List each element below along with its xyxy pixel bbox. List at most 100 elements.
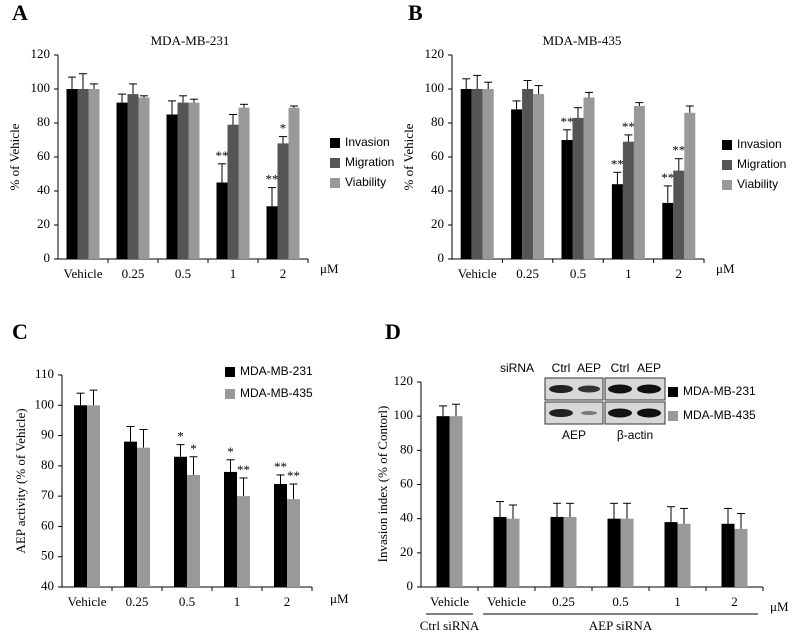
legend-swatch — [668, 411, 678, 421]
x-unit: μM — [770, 599, 789, 614]
chart-title: MDA-MB-231 — [151, 33, 230, 48]
legend-swatch — [330, 138, 340, 148]
y-tick-label: 80 — [400, 441, 413, 456]
y-tick-label: 100 — [35, 396, 55, 411]
y-tick-label: 0 — [407, 578, 414, 593]
legend-swatch — [330, 158, 340, 168]
x-tick-label: 0.5 — [612, 594, 628, 609]
panel-letter: A — [12, 0, 28, 25]
x-tick-label: 0.25 — [126, 594, 149, 609]
blot-label: AEP — [562, 428, 586, 442]
bar — [137, 447, 150, 587]
bar — [471, 89, 483, 259]
y-tick-label: 110 — [35, 366, 54, 381]
lane-label: AEP — [637, 361, 661, 375]
bar — [287, 499, 300, 587]
legend-swatch — [668, 387, 678, 397]
y-tick-label: 120 — [394, 373, 414, 388]
y-axis-label: Invasion index (% of Contorl) — [375, 406, 390, 563]
y-tick-label: 20 — [400, 544, 413, 559]
bar — [721, 523, 735, 587]
bar — [677, 523, 691, 587]
inset-row-label: siRNA — [500, 361, 534, 375]
significance: ** — [672, 143, 685, 158]
bar — [460, 89, 472, 259]
legend-label: MDA-MB-231 — [240, 364, 313, 378]
x-tick-label: 2 — [731, 594, 738, 609]
bar — [124, 441, 137, 587]
y-tick-label: 60 — [37, 148, 50, 163]
y-tick-label: 60 — [41, 517, 54, 532]
x-tick-label: 0.25 — [516, 266, 539, 281]
x-tick-label: 0.5 — [179, 594, 195, 609]
bar — [238, 107, 250, 259]
significance: ** — [287, 468, 300, 483]
bar — [87, 405, 100, 587]
bar — [482, 89, 494, 259]
x-tick-label: 1 — [230, 266, 237, 281]
y-tick-label: 50 — [41, 548, 54, 563]
y-axis-label: % of Vehicle — [401, 123, 416, 190]
y-tick-label: 20 — [431, 216, 444, 231]
significance: ** — [237, 462, 250, 477]
bar — [166, 114, 178, 259]
bar — [664, 522, 678, 587]
significance: ** — [266, 172, 279, 187]
bar — [449, 416, 463, 587]
y-tick-label: 80 — [37, 114, 50, 129]
y-tick-label: 40 — [37, 182, 50, 197]
significance: ** — [611, 156, 624, 171]
legend-label: MDA-MB-435 — [683, 408, 756, 422]
blot-bands — [544, 377, 666, 425]
legend-label: MDA-MB-231 — [683, 384, 756, 398]
bar — [116, 102, 128, 259]
x-unit: μM — [716, 261, 735, 276]
bar — [511, 109, 523, 260]
legend-swatch — [225, 367, 235, 377]
legend-label: Viability — [737, 177, 778, 191]
x-tick-label: Vehicle — [68, 594, 107, 609]
x-tick-label: 0.5 — [570, 266, 586, 281]
bar — [506, 518, 520, 587]
x-tick-label: 0.25 — [122, 266, 145, 281]
panel-letter: B — [408, 0, 423, 25]
significance: * — [280, 121, 287, 136]
legend-label: Migration — [737, 157, 786, 171]
x-tick-label: 1 — [234, 594, 241, 609]
x-tick-label: 2 — [284, 594, 291, 609]
bar — [216, 182, 228, 259]
y-tick-label: 120 — [31, 46, 51, 61]
bar — [88, 89, 100, 259]
legend-swatch — [330, 178, 340, 188]
bar — [174, 456, 187, 587]
y-tick-label: 70 — [41, 487, 54, 502]
bar — [277, 143, 289, 259]
significance: ** — [274, 459, 287, 474]
panel-letter: C — [12, 319, 28, 344]
bar — [66, 89, 78, 259]
bar — [550, 516, 564, 587]
significance: ** — [622, 119, 635, 134]
y-tick-label: 90 — [41, 427, 54, 442]
lane-label: AEP — [577, 361, 601, 375]
significance: * — [190, 441, 197, 456]
bar — [127, 94, 139, 259]
lane-label: Ctrl — [611, 361, 630, 375]
bar — [237, 496, 250, 587]
group-label: AEP siRNA — [589, 618, 653, 633]
bar — [288, 107, 300, 259]
y-tick-label: 100 — [425, 80, 445, 95]
y-tick-label: 40 — [431, 182, 444, 197]
x-tick-label: Vehicle — [458, 266, 497, 281]
bar — [734, 528, 748, 587]
legend-label: MDA-MB-435 — [240, 386, 313, 400]
significance: ** — [561, 114, 574, 129]
significance: ** — [661, 170, 674, 185]
significance: * — [227, 444, 234, 459]
x-tick-label: 2 — [676, 266, 683, 281]
y-tick-label: 40 — [400, 510, 413, 525]
legend-swatch — [722, 160, 732, 170]
bar — [227, 124, 239, 259]
legend-swatch — [722, 180, 732, 190]
x-tick-label: 1 — [674, 594, 681, 609]
